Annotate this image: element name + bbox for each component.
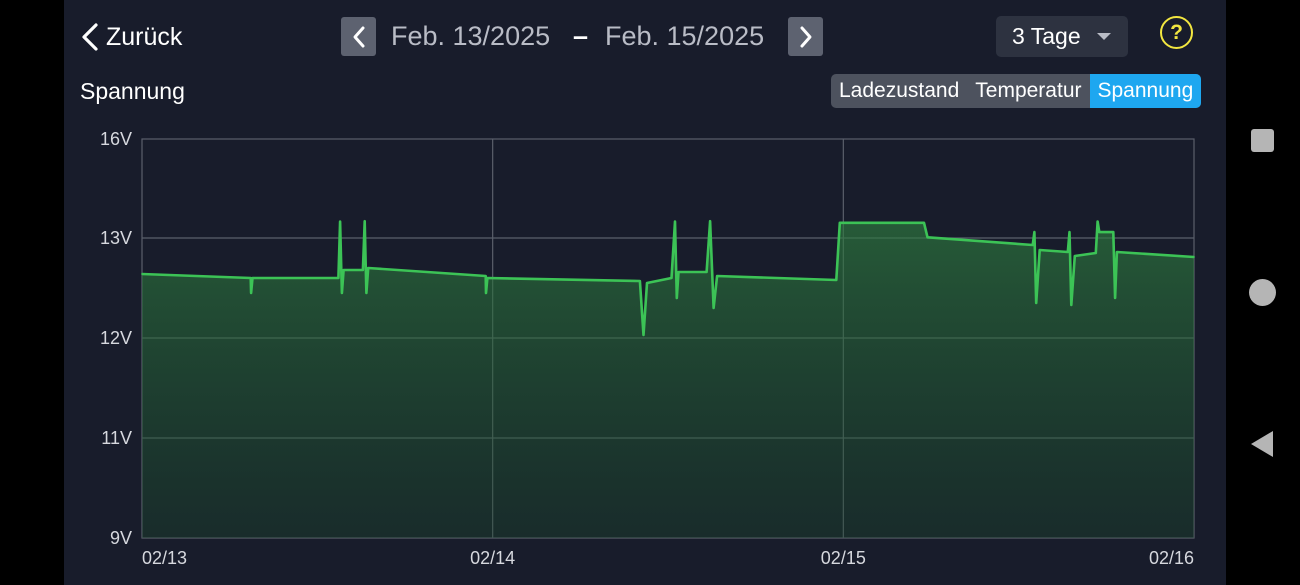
data-point xyxy=(339,220,341,223)
data-point xyxy=(1098,231,1101,234)
data-point xyxy=(340,265,343,267)
caret-down-icon xyxy=(1097,33,1111,40)
data-point xyxy=(1114,297,1116,299)
app-screen: Zurück Feb. 13/2025 – Feb. 15/2025 3 Tag… xyxy=(64,0,1226,585)
metric-tab-group: Ladezustand Temperatur Spannung xyxy=(831,74,1202,108)
data-point xyxy=(1094,252,1097,254)
range-dropdown[interactable]: 3 Tage xyxy=(996,16,1128,57)
series-area-fill xyxy=(142,221,1194,538)
tab-temperatur[interactable]: Temperatur xyxy=(975,79,1082,102)
data-point xyxy=(835,279,838,281)
data-point xyxy=(485,292,487,294)
data-point xyxy=(251,277,254,279)
x-tick-label: 02/15 xyxy=(821,548,866,568)
data-point xyxy=(642,334,645,336)
data-point xyxy=(1112,231,1115,234)
data-point xyxy=(1193,256,1195,258)
data-point xyxy=(1096,220,1099,223)
voltage-chart: 9V 11V 12V 13V 16V 02/13 02/14 02/15 02/16 xyxy=(100,129,1195,568)
data-point xyxy=(1033,231,1036,234)
data-point xyxy=(646,282,648,284)
end-date: Feb. 15/2025 xyxy=(605,21,765,51)
data-point xyxy=(923,221,925,224)
date-separator: – xyxy=(573,21,589,51)
y-tick-label: 13V xyxy=(100,228,132,248)
data-point xyxy=(362,269,364,271)
y-tick-label: 16V xyxy=(100,129,132,149)
data-point xyxy=(249,277,252,279)
data-point xyxy=(1116,251,1118,253)
home-button[interactable] xyxy=(1249,279,1276,306)
data-point xyxy=(716,275,718,277)
back-label: Zurück xyxy=(106,22,183,51)
x-tick-label: 02/13 xyxy=(142,548,187,568)
data-point xyxy=(705,271,708,273)
data-point xyxy=(712,307,715,309)
chevron-left-icon xyxy=(82,23,98,51)
y-tick-label: 9V xyxy=(110,528,132,548)
tab-spannung[interactable]: Spannung xyxy=(1089,74,1202,108)
previous-date-button[interactable] xyxy=(341,17,376,56)
data-point xyxy=(367,267,370,269)
y-tick-label: 11V xyxy=(101,428,132,448)
data-point xyxy=(709,220,711,223)
data-point xyxy=(141,273,143,275)
data-point xyxy=(926,236,929,239)
data-point xyxy=(337,277,340,279)
data-point xyxy=(364,264,367,266)
data-point xyxy=(341,292,343,294)
y-tick-label: 12V xyxy=(100,328,132,348)
x-tick-label: 02/16 xyxy=(1149,548,1194,568)
data-point xyxy=(484,275,487,277)
data-point xyxy=(365,292,368,294)
data-point xyxy=(1073,255,1076,257)
data-point xyxy=(1066,251,1069,253)
data-point xyxy=(486,277,489,279)
data-point xyxy=(639,280,641,282)
system-back-button[interactable] xyxy=(1251,431,1273,457)
data-point xyxy=(675,297,678,299)
data-point xyxy=(1038,249,1041,251)
tab-ladezustand[interactable]: Ladezustand xyxy=(839,79,960,102)
section-title: Spannung xyxy=(80,78,185,104)
x-tick-label: 02/14 xyxy=(470,548,515,568)
back-button[interactable]: Zurück xyxy=(80,20,182,54)
data-point xyxy=(1035,302,1038,304)
data-point xyxy=(674,220,676,223)
next-date-button[interactable] xyxy=(788,17,823,56)
data-point xyxy=(363,220,366,223)
data-point xyxy=(838,221,841,224)
data-point xyxy=(342,269,345,271)
start-date: Feb. 13/2025 xyxy=(391,21,551,51)
help-circle-icon[interactable]: ? xyxy=(1160,16,1193,49)
recent-apps-button[interactable] xyxy=(1251,129,1274,152)
data-point xyxy=(670,277,673,279)
data-point xyxy=(1068,231,1071,234)
data-point xyxy=(1070,304,1073,306)
data-point xyxy=(677,271,680,273)
chevron-right-icon xyxy=(800,26,811,47)
range-selected-value: 3 Tage xyxy=(1012,23,1081,49)
data-point xyxy=(1031,244,1034,246)
chevron-left-icon xyxy=(353,26,364,47)
data-point xyxy=(250,292,253,294)
